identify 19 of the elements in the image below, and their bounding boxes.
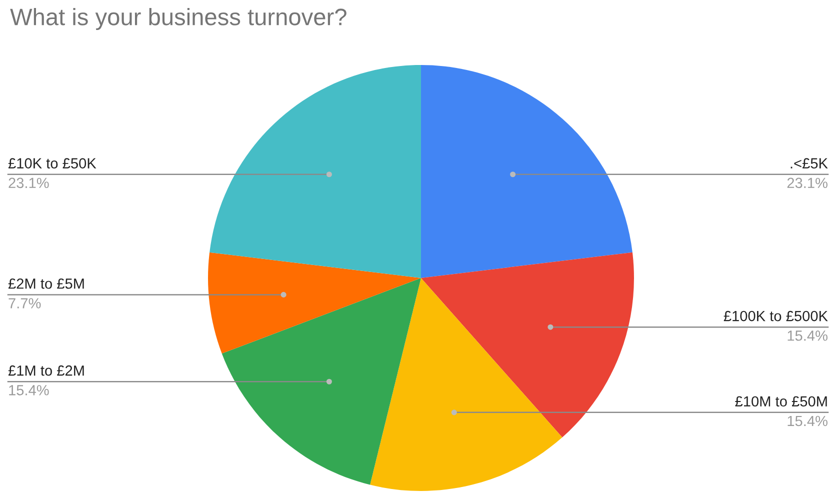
data-label: 23.1%	[8, 178, 49, 188]
slice-label: £1M to £2M	[8, 365, 84, 376]
pie-slice	[210, 65, 421, 278]
pie-slice	[421, 65, 632, 278]
pie-slice	[370, 278, 562, 491]
slice-label: £2M to £5M	[8, 278, 84, 289]
slice-label: £10K to £50K	[8, 158, 96, 168]
data-label: 15.4%	[9, 385, 49, 396]
slice-label: £100K to £500K	[724, 310, 828, 322]
data-label: 15.4%	[788, 416, 828, 426]
data-label: 23.1%	[787, 178, 828, 188]
slice-label: £10M to £50M	[735, 396, 827, 407]
data-label: 15.4%	[788, 330, 828, 341]
data-label: 7.7%	[8, 298, 41, 308]
pie-slice	[421, 252, 634, 438]
slice-label: .<£5K	[790, 158, 828, 168]
chart-title: What is your business turnover?	[10, 8, 346, 30]
pie-slice	[222, 278, 421, 485]
pie-slice	[208, 252, 421, 354]
